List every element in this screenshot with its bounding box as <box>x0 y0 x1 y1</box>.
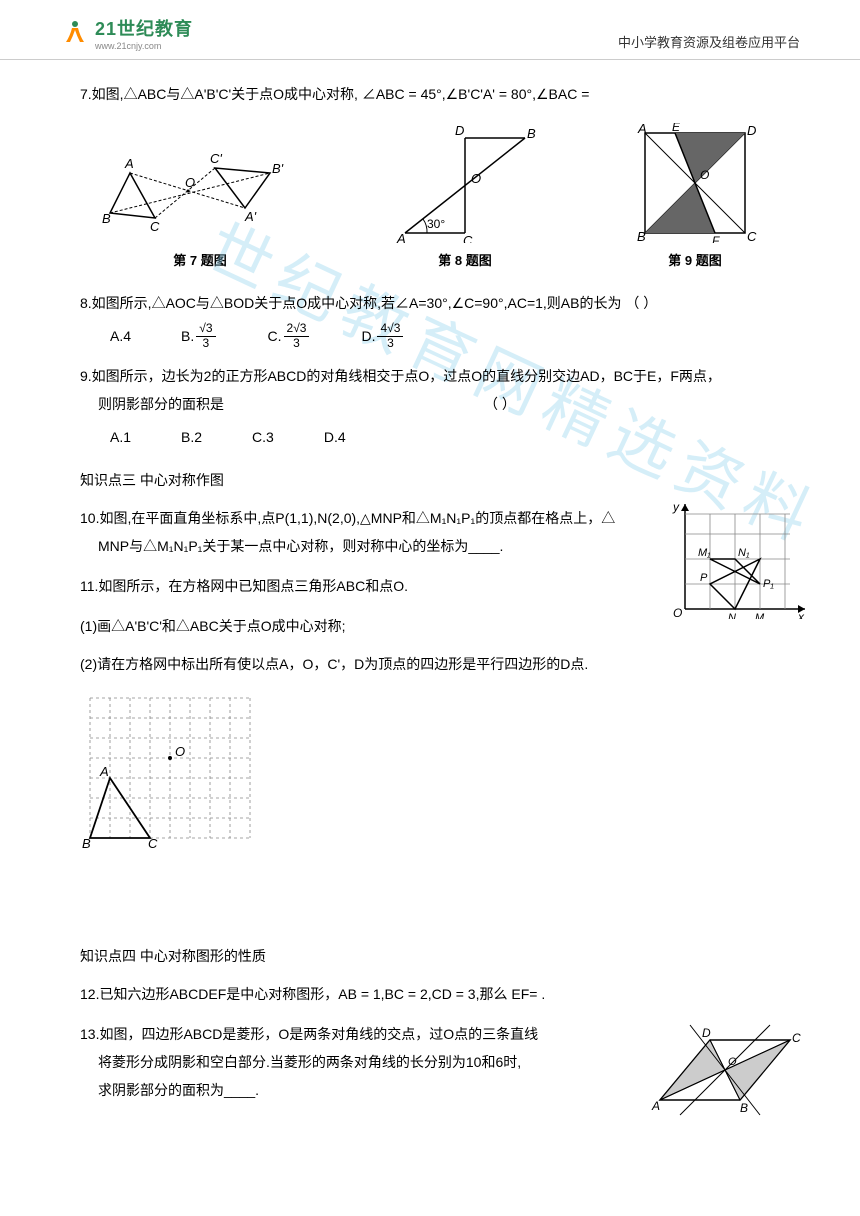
svg-text:B: B <box>102 211 111 226</box>
q8-text: 8.如图所示,△AOC与△BOD关于点O成中心对称,若∠A=30°,∠C=90°… <box>80 295 657 311</box>
q8-option-a: A.4 <box>110 322 131 350</box>
svg-text:A: A <box>124 156 134 171</box>
logo: 21世纪教育 www.21cnjy.com <box>60 15 193 51</box>
q11-sub2: (2)请在方格网中标出所有使以点A，O，C'，D为顶点的四边形是平行四边形的D点… <box>80 650 780 678</box>
svg-text:C: C <box>148 836 158 848</box>
question-10-wrapper: O x y M₁ N₁ P P₁ N M 10.如图,在平面直角坐标系中,点P(… <box>80 504 780 612</box>
q10-line2: MNP与△M₁N₁P₁关于某一点中心对称，则对称中心的坐标为____. <box>98 532 630 560</box>
svg-text:B': B' <box>272 161 284 176</box>
q10-line1: 10.如图,在平面直角坐标系中,点P(1,1),N(2,0),△MNP和△M₁N… <box>80 510 615 526</box>
question-8: 8.如图所示,△AOC与△BOD关于点O成中心对称,若∠A=30°,∠C=90°… <box>80 289 780 350</box>
figure-9: A E D O B F C 第 9 题图 <box>630 123 760 274</box>
q8-options: A.4 B. √33 C. 2√33 D. 4√33 <box>110 322 780 350</box>
svg-text:B: B <box>527 126 536 141</box>
svg-text:D: D <box>747 123 756 138</box>
svg-text:F: F <box>712 234 720 243</box>
question-10: 10.如图,在平面直角坐标系中,点P(1,1),N(2,0),△MNP和△M₁N… <box>80 504 780 560</box>
svg-text:30°: 30° <box>427 217 445 231</box>
svg-text:C: C <box>792 1031 801 1045</box>
svg-text:O: O <box>700 168 709 182</box>
section-3-title: 知识点三 中心对称作图 <box>80 466 780 494</box>
svg-text:C: C <box>463 233 473 243</box>
figure-8: A C O D B 30° 第 8 题图 <box>385 123 545 274</box>
svg-text:O: O <box>175 744 185 759</box>
svg-text:A: A <box>396 231 406 243</box>
q9-line2: 则阴影部分的面积是 <box>98 390 224 418</box>
q13-line3: 求阴影部分的面积为____. <box>98 1076 780 1104</box>
logo-sub-text: www.21cnjy.com <box>95 41 193 51</box>
q9-paren: （ ） <box>484 390 516 418</box>
q9-option-c: C.3 <box>252 423 274 451</box>
question-9: 9.如图所示，边长为2的正方形ABCD的对角线相交于点O，过点O的直线分别交边A… <box>80 362 780 451</box>
figure-9-svg: A E D O B F C <box>630 123 760 243</box>
logo-text: 21世纪教育 www.21cnjy.com <box>95 15 193 51</box>
svg-text:A: A <box>99 764 109 779</box>
logo-icon <box>60 18 90 48</box>
figure-8-svg: A C O D B 30° <box>385 123 545 243</box>
q8-option-d: D. 4√33 <box>361 322 405 350</box>
figure-7: A B C C' B' A' O 第 7 题图 <box>100 143 300 274</box>
figure-11: O A B C <box>80 688 780 857</box>
figure-8-caption: 第 8 题图 <box>438 248 491 274</box>
header-right-text: 中小学教育资源及组卷应用平台 <box>618 32 800 51</box>
q8-option-b: B. √33 <box>181 322 218 350</box>
figure-9-caption: 第 9 题图 <box>668 248 721 274</box>
question-11: 11.如图所示，在方格网中已知图点三角形ABC和点O. <box>80 572 780 600</box>
q13-line1: 13.如图，四边形ABCD是菱形，O是两条对角线的交点，过O点的三条直线 <box>80 1020 780 1048</box>
figure-7-caption: 第 7 题图 <box>173 248 226 274</box>
svg-text:C': C' <box>210 151 222 166</box>
q11-text: 11.如图所示，在方格网中已知图点三角形ABC和点O. <box>80 578 408 594</box>
svg-text:A: A <box>637 123 647 136</box>
svg-text:O: O <box>185 175 195 190</box>
figure-7-svg: A B C C' B' A' O <box>100 143 300 243</box>
svg-text:O: O <box>471 171 481 186</box>
question-13-wrapper: A B C D O 13.如图，四边形ABCD是菱形，O是两条对角线的交点，过O… <box>80 1020 780 1139</box>
figure-11-svg: O A B C <box>80 688 260 848</box>
svg-text:A': A' <box>244 209 257 224</box>
svg-text:B: B <box>637 229 646 243</box>
content-area: 世纪教育网精选资料 7.如图,△ABC与△A'B'C'关于点O成中心对称, ∠A… <box>0 60 860 1179</box>
figures-row-789: A B C C' B' A' O 第 7 题图 A C O D <box>100 123 760 274</box>
q9-option-d: D.4 <box>324 423 346 451</box>
svg-text:M: M <box>755 612 765 619</box>
q12-text: 12.已知六边形ABCDEF是中心对称图形，AB = 1,BC = 2,CD =… <box>80 986 545 1002</box>
svg-text:B: B <box>82 836 91 848</box>
q13-line2: 将菱形分成阴影和空白部分.当菱形的两条对角线的长分别为10和6时, <box>98 1048 780 1076</box>
question-13: 13.如图，四边形ABCD是菱形，O是两条对角线的交点，过O点的三条直线 将菱形… <box>80 1020 780 1104</box>
svg-text:C: C <box>747 229 757 243</box>
section-4-title: 知识点四 中心对称图形的性质 <box>80 942 780 970</box>
svg-text:N: N <box>728 612 736 619</box>
svg-text:O: O <box>673 606 682 619</box>
svg-text:E: E <box>672 123 681 134</box>
question-12: 12.已知六边形ABCDEF是中心对称图形，AB = 1,BC = 2,CD =… <box>80 980 780 1008</box>
q9-option-a: A.1 <box>110 423 131 451</box>
q8-option-c: C. 2√33 <box>268 322 312 350</box>
page-header: 21世纪教育 www.21cnjy.com 中小学教育资源及组卷应用平台 <box>0 0 860 60</box>
q9-options: A.1 B.2 C.3 D.4 <box>110 423 780 451</box>
q9-option-b: B.2 <box>181 423 202 451</box>
question-7: 7.如图,△ABC与△A'B'C'关于点O成中心对称, ∠ABC = 45°,∠… <box>80 80 780 108</box>
svg-text:x: x <box>797 610 805 619</box>
svg-text:C: C <box>150 219 160 234</box>
svg-text:D: D <box>455 123 464 138</box>
q9-line1: 9.如图所示，边长为2的正方形ABCD的对角线相交于点O，过点O的直线分别交边A… <box>80 362 780 390</box>
q7-text: 7.如图,△ABC与△A'B'C'关于点O成中心对称, ∠ABC = 45°,∠… <box>80 86 589 102</box>
logo-main-text: 21世纪教育 <box>95 15 193 41</box>
